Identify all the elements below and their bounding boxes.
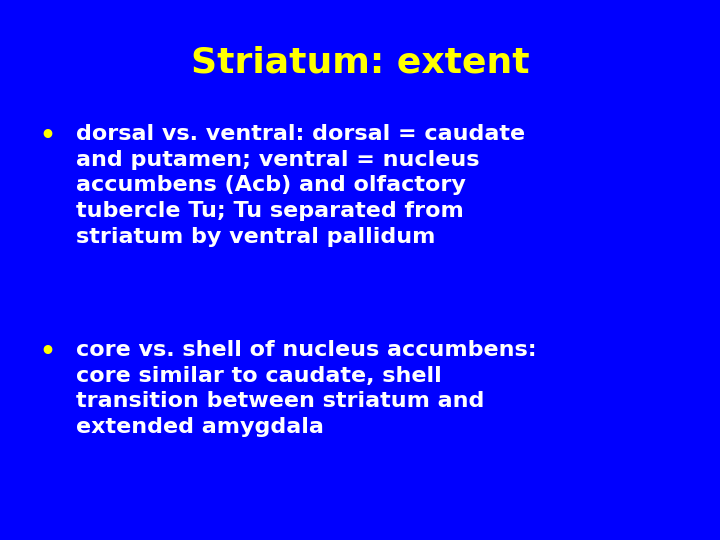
Text: core vs. shell of nucleus accumbens:
core similar to caudate, shell
transition b: core vs. shell of nucleus accumbens: cor… bbox=[76, 340, 536, 437]
Text: Striatum: extent: Striatum: extent bbox=[191, 46, 529, 80]
Text: dorsal vs. ventral: dorsal = caudate
and putamen; ventral = nucleus
accumbens (A: dorsal vs. ventral: dorsal = caudate and… bbox=[76, 124, 525, 247]
Text: •: • bbox=[40, 340, 55, 364]
Text: •: • bbox=[40, 124, 55, 148]
